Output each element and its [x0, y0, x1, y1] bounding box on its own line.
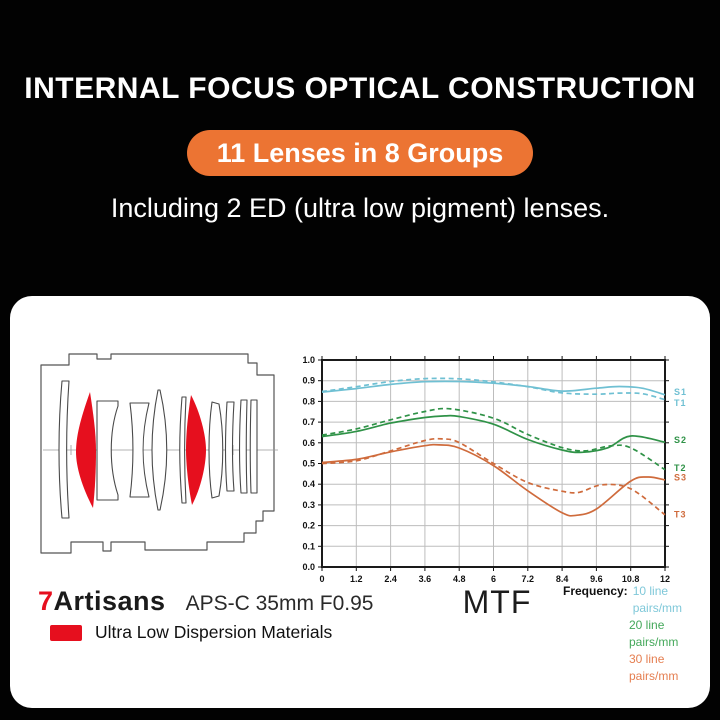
svg-text:9.6: 9.6 [590, 574, 603, 584]
mtf-chart-svg: 0 1.2 2.4 3.6 4.8 6 7.2 8.4 9.6 10.8 12 0.0 0.1 0.2 0.… [302, 355, 687, 584]
lens-element-8 [208, 401, 224, 499]
legend-row-10: Frequency: 10 line pairs/mm [563, 583, 710, 617]
svg-text:S3: S3 [674, 473, 687, 483]
series-S3 [321, 443, 666, 517]
svg-text:T1: T1 [674, 398, 687, 408]
lens-element-5 [151, 389, 168, 511]
svg-text:0.6: 0.6 [302, 438, 315, 448]
lens-element-3 [96, 400, 119, 501]
svg-text:8.4: 8.4 [556, 574, 569, 584]
svg-text:0.1: 0.1 [302, 541, 315, 551]
svg-text:0.7: 0.7 [302, 417, 315, 427]
brand-logo-rest: Artisans [53, 586, 166, 616]
subtitle: Including 2 ED (ultra low pigment) lense… [110, 193, 610, 223]
spec-card: 0 1.2 2.4 3.6 4.8 6 7.2 8.4 9.6 10.8 12 0.0 0.1 0.2 0.… [10, 296, 710, 708]
series-S2 [321, 414, 666, 454]
lens-element-11 [249, 399, 258, 494]
lens-element-1 [58, 380, 70, 519]
lens-diagram [40, 353, 278, 554]
svg-text:1.0: 1.0 [302, 355, 315, 365]
series-T1 [321, 377, 666, 401]
lens-element-4 [129, 402, 150, 498]
legend-row-30: 30 line pairs/mm [563, 651, 710, 685]
svg-text:0.2: 0.2 [302, 521, 315, 531]
svg-text:S2: S2 [674, 435, 687, 445]
svg-text:0.0: 0.0 [302, 562, 315, 572]
frequency-legend: Frequency: 10 line pairs/mm 20 line pair… [563, 583, 710, 685]
svg-text:T3: T3 [674, 509, 687, 519]
svg-text:0.5: 0.5 [302, 459, 315, 469]
brand-row: 7Artisans APS-C 35mm F0.95 [38, 586, 373, 617]
legend-row-20: 20 line pairs/mm [563, 617, 710, 651]
series-T2 [321, 407, 666, 471]
brand-logo-7: 7 [38, 586, 54, 616]
svg-text:10.8: 10.8 [622, 574, 640, 584]
uld-row: Ultra Low Dispersion Materials [50, 622, 332, 643]
svg-text:T2: T2 [674, 463, 687, 473]
lens-element-6 [179, 396, 187, 504]
ed-lens-element-rear [186, 395, 206, 505]
legend-item-10: 10 line pairs/mm [632, 584, 683, 615]
legend-label: Frequency: [563, 584, 628, 598]
lens-model: APS-C 35mm F0.95 [185, 592, 374, 615]
svg-text:0.3: 0.3 [302, 500, 315, 510]
series-T3 [321, 437, 666, 516]
chart-title: MTF [462, 584, 532, 620]
svg-text:0: 0 [319, 574, 324, 584]
svg-text:0.9: 0.9 [302, 376, 315, 386]
legend-item-30: 30 line pairs/mm [629, 652, 679, 683]
svg-text:3.6: 3.6 [419, 574, 432, 584]
svg-text:7.2: 7.2 [522, 574, 535, 584]
page-title: INTERNAL FOCUS OPTICAL CONSTRUCTION [24, 72, 696, 105]
brand-logo: 7Artisans [38, 586, 166, 617]
svg-text:2.4: 2.4 [384, 574, 397, 584]
svg-text:0.4: 0.4 [302, 479, 315, 489]
svg-text:12: 12 [660, 574, 670, 584]
svg-text:0.8: 0.8 [302, 396, 315, 406]
uld-color-swatch [50, 624, 82, 641]
ed-lens-element-front [76, 392, 96, 508]
lens-element-10 [238, 399, 248, 494]
legend-item-20: 20 line pairs/mm [629, 618, 679, 649]
svg-text:6: 6 [491, 574, 496, 584]
uld-label: Ultra Low Dispersion Materials [95, 622, 333, 642]
svg-text:S1: S1 [674, 387, 687, 397]
mtf-chart: 0 1.2 2.4 3.6 4.8 6 7.2 8.4 9.6 10.8 12 0.0 0.1 0.2 0.… [290, 351, 705, 596]
lens-count-badge: 11 Lenses in 8 Groups [186, 130, 534, 176]
svg-text:4.8: 4.8 [453, 574, 466, 584]
lens-barrel-outline [40, 353, 275, 554]
badge-wrap: 11 Lenses in 8 Groups [0, 130, 720, 176]
svg-text:1.2: 1.2 [350, 574, 363, 584]
lens-element-9 [224, 401, 235, 492]
